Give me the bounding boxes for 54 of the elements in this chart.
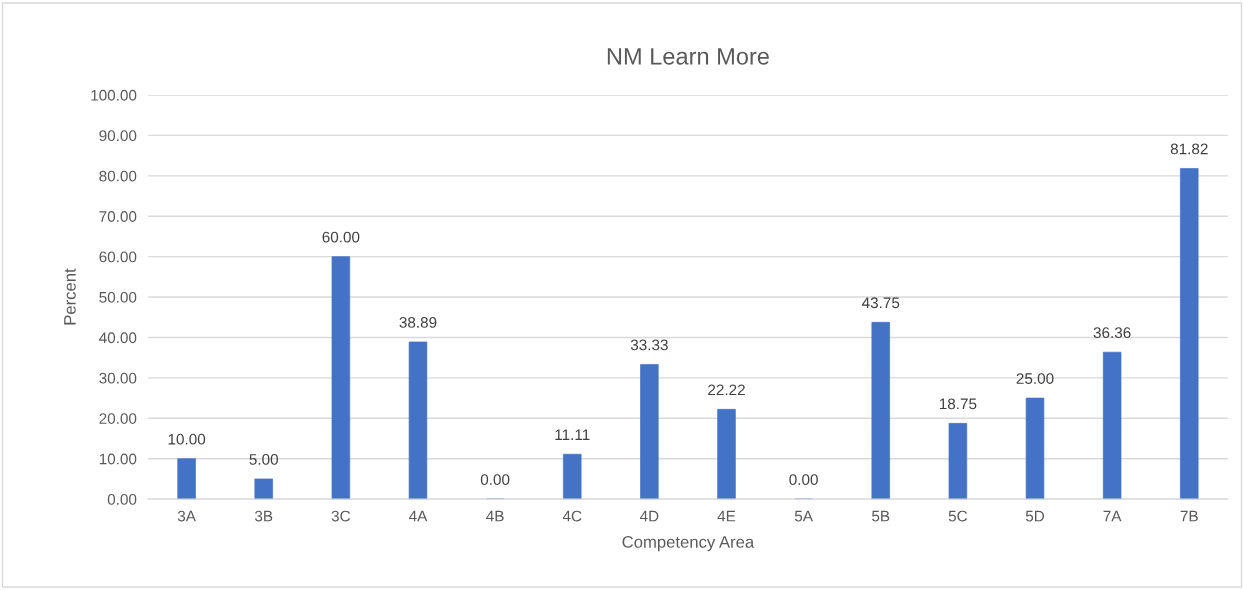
y-tick-label: 20.00: [99, 413, 137, 424]
bar: [871, 321, 890, 500]
x-tick-label: 5A: [794, 510, 813, 522]
data-label: 25.00: [1016, 373, 1054, 384]
x-tick-label: 4C: [562, 510, 582, 522]
y-axis-title: Percent: [64, 268, 76, 325]
x-tick-label: 7B: [1180, 510, 1198, 522]
x-tick-label: 5D: [1025, 510, 1045, 522]
data-label: 36.36: [1093, 327, 1131, 339]
y-tick-label: 40.00: [99, 332, 137, 344]
x-tick-label: 3B: [254, 510, 273, 522]
x-tick-label: 4A: [408, 510, 428, 522]
x-tick-label: 5C: [948, 510, 968, 522]
bar: [948, 423, 968, 500]
x-tick-label: 5B: [872, 510, 890, 522]
data-label: 11.11: [555, 429, 590, 440]
bar: [717, 408, 736, 500]
chart-title: NM Learn More: [607, 48, 769, 65]
data-label: 60.00: [322, 231, 360, 243]
x-tick-label: 3C: [331, 510, 351, 522]
y-tick-label: 100.00: [91, 89, 137, 101]
data-label: 0.00: [789, 474, 818, 486]
x-tick-label: 4E: [717, 510, 736, 522]
bar: [254, 478, 273, 500]
bar: [1102, 351, 1122, 500]
x-tick-label: 3A: [177, 510, 196, 522]
y-tick-label: 90.00: [99, 130, 137, 142]
data-label: 0.00: [480, 474, 510, 486]
data-label: 33.33: [630, 339, 668, 351]
y-tick-label: 30.00: [99, 372, 137, 384]
data-label: 5.00: [249, 453, 278, 465]
bar: [408, 341, 428, 500]
y-tick-label: 60.00: [99, 251, 137, 263]
data-label: 81.82: [1170, 143, 1208, 155]
x-tick-label: 7A: [1103, 510, 1122, 522]
y-tick-label: 10.00: [99, 453, 137, 465]
bar: [640, 364, 659, 500]
x-tick-label: 4D: [639, 510, 659, 522]
bar: [1025, 397, 1045, 500]
data-label: 43.75: [861, 297, 900, 309]
data-label: 18.75: [939, 398, 977, 410]
data-label: 10.00: [168, 433, 206, 445]
y-tick-label: 50.00: [99, 291, 137, 303]
x-tick-label: 4B: [486, 510, 504, 522]
bar: [563, 453, 582, 500]
y-tick-label: 0.00: [107, 494, 137, 505]
data-label: 38.89: [399, 317, 437, 328]
data-label: 22.22: [708, 384, 745, 396]
bar: [331, 256, 351, 500]
y-tick-label: 80.00: [99, 170, 137, 182]
bar: [177, 458, 196, 500]
bar: [1180, 168, 1199, 500]
x-axis-title: Competency Area: [622, 536, 755, 552]
y-tick-label: 70.00: [99, 211, 137, 222]
